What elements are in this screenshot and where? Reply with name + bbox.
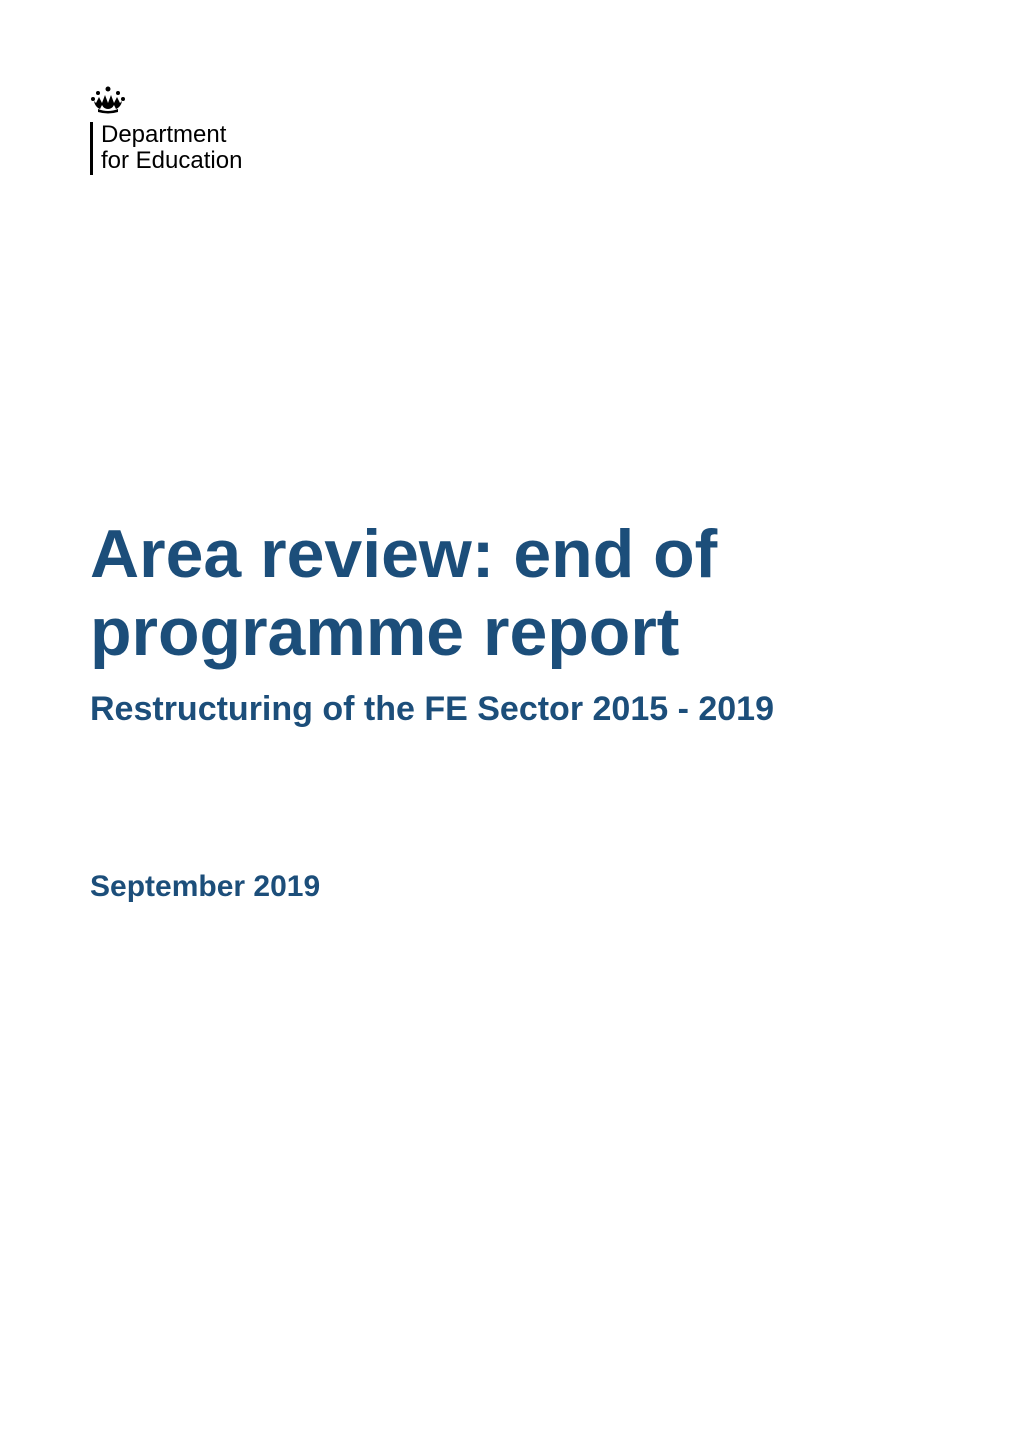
logo-text: Department for Education <box>90 122 930 175</box>
crown-icon <box>90 85 930 120</box>
logo-line-1: Department <box>101 122 930 148</box>
document-subtitle: Restructuring of the FE Sector 2015 - 20… <box>90 689 930 730</box>
logo-line-2: for Education <box>101 148 930 174</box>
document-title: Area review: end of programme report <box>90 515 930 671</box>
dfe-logo: Department for Education <box>90 85 930 175</box>
title-line-2: programme report <box>90 594 679 670</box>
title-line-1: Area review: end of <box>90 516 717 592</box>
document-date: September 2019 <box>90 870 930 904</box>
document-page: Department for Education Area review: en… <box>0 0 1020 1442</box>
